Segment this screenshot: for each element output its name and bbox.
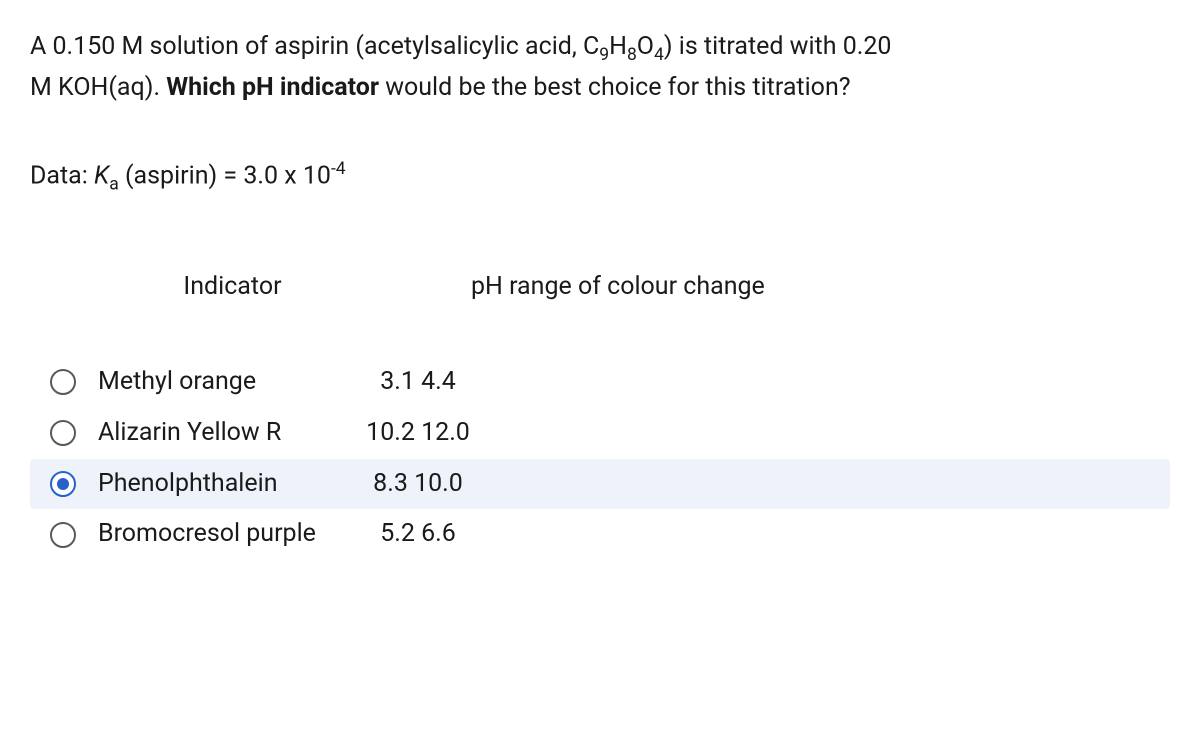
- ph-range: 3.1 4.4: [348, 363, 488, 402]
- data-exp: -4: [331, 159, 346, 179]
- radio-dot-icon: [57, 478, 69, 490]
- data-mid: (aspirin) = 3.0 x 10: [119, 161, 331, 190]
- indicator-name: Phenolphthalein: [98, 465, 348, 504]
- option-row[interactable]: Bromocresol purple5.2 6.6: [30, 509, 1170, 560]
- q-mid1: H: [609, 32, 627, 61]
- q-mid2: O: [637, 32, 654, 61]
- q-line2-suffix: would be the best choice for this titrat…: [379, 73, 851, 102]
- q-line1-prefix: A 0.150 M solution of aspirin (acetylsal…: [30, 32, 599, 61]
- q-sub3: 4: [654, 45, 664, 65]
- data-line: Data: Ka (aspirin) = 3.0 x 10-4: [30, 156, 1170, 198]
- header-ph-range: pH range of colour change: [425, 268, 1170, 307]
- ph-range: 10.2 12.0: [348, 414, 488, 453]
- radio-button[interactable]: [50, 522, 76, 548]
- q-sub2: 8: [627, 45, 637, 65]
- header-indicator: Indicator: [30, 268, 425, 307]
- option-row[interactable]: Methyl orange3.1 4.4: [30, 357, 1170, 408]
- q-sub1: 9: [599, 45, 609, 65]
- q-line1-suffix: ) is titrated with 0.20: [664, 32, 892, 61]
- ka-symbol: K: [94, 161, 109, 190]
- data-prefix: Data:: [30, 161, 94, 190]
- indicator-name: Alizarin Yellow R: [98, 414, 348, 453]
- ph-range: 8.3 10.0: [348, 465, 488, 504]
- options-list: Methyl orange3.1 4.4Alizarin Yellow R10.…: [30, 357, 1170, 560]
- table-headers: Indicator pH range of colour change: [30, 268, 1170, 307]
- indicator-name: Bromocresol purple: [98, 515, 348, 554]
- option-row[interactable]: Alizarin Yellow R10.2 12.0: [30, 408, 1170, 459]
- radio-button[interactable]: [50, 420, 76, 446]
- question-text: A 0.150 M solution of aspirin (acetylsal…: [30, 28, 1170, 108]
- q-line2-bold: Which pH indicator: [166, 73, 379, 102]
- indicator-name: Methyl orange: [98, 363, 348, 402]
- q-line2-prefix: M KOH(aq).: [30, 73, 166, 102]
- ka-sub: a: [109, 174, 119, 194]
- option-row[interactable]: Phenolphthalein8.3 10.0: [30, 459, 1170, 510]
- ph-range: 5.2 6.6: [348, 515, 488, 554]
- radio-button[interactable]: [50, 369, 76, 395]
- radio-button[interactable]: [50, 471, 76, 497]
